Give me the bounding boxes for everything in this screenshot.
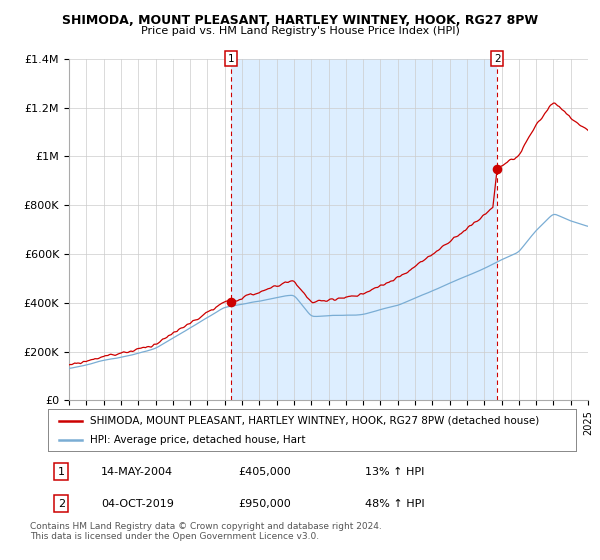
Text: Contains HM Land Registry data © Crown copyright and database right 2024.
This d: Contains HM Land Registry data © Crown c…	[30, 522, 382, 542]
Text: 2: 2	[494, 54, 500, 64]
Bar	[231, 59, 497, 400]
Text: £405,000: £405,000	[238, 466, 291, 477]
Text: 14-MAY-2004: 14-MAY-2004	[101, 466, 173, 477]
Text: SHIMODA, MOUNT PLEASANT, HARTLEY WINTNEY, HOOK, RG27 8PW (detached house): SHIMODA, MOUNT PLEASANT, HARTLEY WINTNEY…	[90, 416, 539, 426]
Text: 04-OCT-2019: 04-OCT-2019	[101, 499, 173, 509]
Text: 2: 2	[58, 499, 65, 509]
Text: SHIMODA, MOUNT PLEASANT, HARTLEY WINTNEY, HOOK, RG27 8PW: SHIMODA, MOUNT PLEASANT, HARTLEY WINTNEY…	[62, 14, 538, 27]
Text: 1: 1	[58, 466, 65, 477]
Text: 48% ↑ HPI: 48% ↑ HPI	[365, 499, 424, 509]
Text: 1: 1	[228, 54, 235, 64]
Text: £950,000: £950,000	[238, 499, 291, 509]
Text: HPI: Average price, detached house, Hart: HPI: Average price, detached house, Hart	[90, 435, 306, 445]
Point	[493, 164, 502, 173]
Text: Price paid vs. HM Land Registry's House Price Index (HPI): Price paid vs. HM Land Registry's House …	[140, 26, 460, 36]
Text: 13% ↑ HPI: 13% ↑ HPI	[365, 466, 424, 477]
Point	[226, 297, 236, 306]
